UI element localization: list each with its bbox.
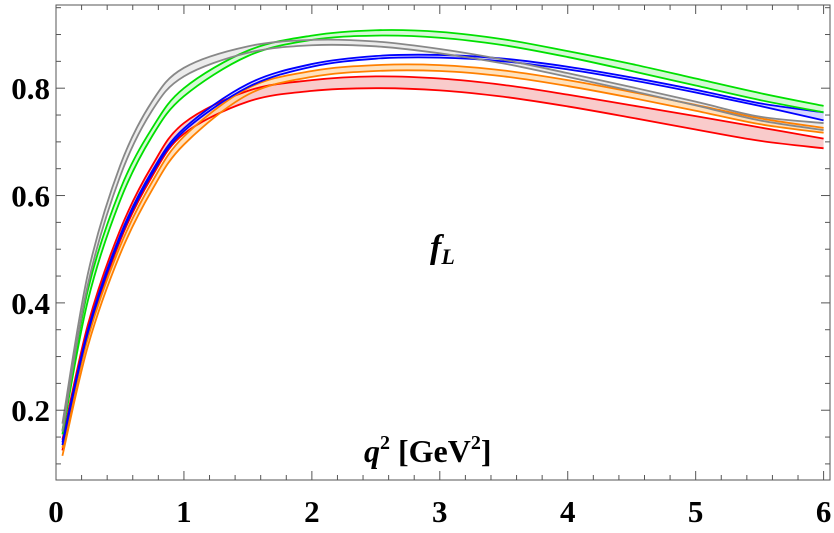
x-axis-label-unit-pre: [GeV — [398, 433, 471, 469]
series-5-upper-line — [61, 38, 824, 424]
x-tick-label: 4 — [560, 494, 576, 529]
x-tick-label: 1 — [176, 494, 192, 529]
curve-label-sub: L — [440, 244, 454, 269]
plot-frame — [55, 4, 831, 481]
x-tick-label: 0 — [48, 494, 64, 529]
x-tick-label: 3 — [432, 494, 448, 529]
x-axis-label-q: q — [364, 433, 380, 469]
x-axis-label-unit-post: ] — [481, 433, 492, 469]
y-tick-label: 0.8 — [11, 71, 50, 106]
series-3-lower-line — [61, 56, 824, 446]
series-5-lower-line — [61, 43, 824, 432]
y-tick-label: 0.4 — [11, 286, 50, 321]
series-1-lower-line — [61, 87, 824, 451]
y-tick-label: 0.6 — [11, 179, 50, 214]
series-lines — [61, 29, 824, 457]
series-4-upper-line — [61, 29, 824, 431]
series-4-lower-line — [61, 34, 824, 435]
x-axis-label-unit-exp: 2 — [471, 432, 481, 454]
x-tick-label: 6 — [816, 494, 832, 529]
curve-label: fL — [430, 229, 455, 269]
series-1-upper-line — [61, 75, 824, 440]
y-tick-label: 0.2 — [11, 393, 50, 428]
series-2-lower-line — [61, 69, 824, 457]
x-tick-label: 5 — [688, 494, 704, 529]
x-axis-label-q-exp: 2 — [380, 432, 390, 454]
y-axis: 0.2 0.4 0.6 0.8 — [11, 7, 830, 465]
x-axis-label: q2 [GeV2] — [364, 432, 492, 469]
curve-label-main: f — [430, 229, 445, 266]
x-tick-label: 2 — [304, 494, 320, 529]
series-3-upper-line — [61, 53, 824, 443]
x-axis: 0 1 2 3 4 5 6 — [48, 5, 831, 529]
